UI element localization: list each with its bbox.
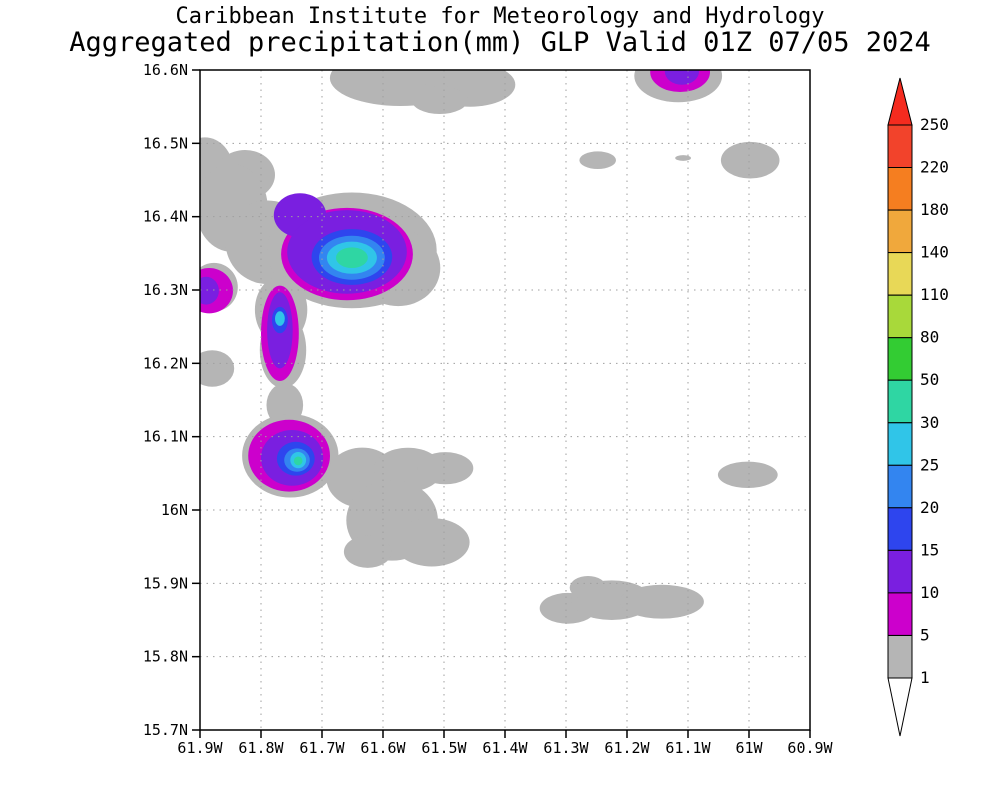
grid-lines-layer — [200, 70, 810, 730]
colorbar-segment — [887, 294, 913, 339]
colorbar-segment — [887, 464, 913, 509]
x-axis-tick-label: 61.5W — [421, 739, 467, 757]
x-axis-tick-label: 60.9W — [787, 739, 833, 757]
y-axis-tick-label: 15.9N — [143, 574, 188, 592]
contour-region-gray — [417, 452, 474, 485]
y-axis-tick-label: 16.2N — [143, 354, 188, 372]
colorbar-tick-label: 15 — [920, 540, 939, 559]
contour-region-teal — [293, 456, 303, 466]
colorbar-segment — [887, 252, 913, 296]
chart-main-title: Aggregated precipitation(mm) GLP Valid 0… — [69, 27, 931, 58]
y-axis-tick-label: 16.1N — [143, 428, 188, 446]
contour-region-cyan — [275, 311, 285, 326]
colorbar-arrow-up — [887, 77, 913, 126]
contour-region-violet — [200, 276, 219, 305]
colorbar-segment — [887, 549, 913, 594]
colorbar-tick-label: 10 — [920, 583, 939, 602]
colorbar-tick-label: 220 — [920, 158, 949, 177]
colorbar-tick-label: 5 — [920, 626, 930, 645]
contour-region-gray — [717, 461, 778, 488]
colorbar-segment — [887, 507, 913, 551]
axis-labels-layer: 61.9W 61.8W 61.7W 61.6W 61.5W 61.4W 61.3W 61.2W… — [143, 61, 834, 757]
colorbar-segment — [887, 635, 913, 679]
contour-region-gray — [579, 151, 616, 169]
x-axis-tick-label: 61.6W — [360, 739, 406, 757]
y-axis-tick-label: 16.4N — [143, 208, 188, 226]
colorbar-segment — [887, 379, 913, 424]
contour-region-gray — [675, 155, 691, 161]
y-axis-tick-label: 16.6N — [143, 61, 188, 79]
colorbar-tick-label: 50 — [920, 370, 939, 389]
colorbar-segment — [887, 337, 913, 381]
contour-region-gray — [394, 518, 470, 567]
contour-region-gray — [569, 576, 607, 600]
x-axis-tick-label: 61.2W — [604, 739, 650, 757]
x-axis-tick-label: 61.8W — [238, 739, 284, 757]
y-axis-tick-label: 15.8N — [143, 648, 188, 666]
colorbar-legend: 250 220 180 140 110 80 50 30 25 20 15 10 5 1 — [887, 77, 949, 737]
x-axis-tick-label: 61.7W — [299, 739, 345, 757]
colorbar-segment — [887, 167, 913, 211]
colorbar-tick-label: 1 — [920, 668, 930, 687]
y-axis-tick-label: 16N — [161, 501, 188, 519]
colorbar-segment — [887, 209, 913, 254]
contour-region-gray — [343, 535, 392, 568]
contour-region-gray — [619, 584, 704, 619]
colorbar-tick-label: 140 — [920, 243, 949, 262]
contour-region-gray — [411, 86, 468, 114]
colorbar-tick-label: 25 — [920, 455, 939, 474]
x-axis-tick-label: 61.1W — [665, 739, 711, 757]
x-axis-tick-label: 61.4W — [482, 739, 528, 757]
contour-region-violet — [664, 70, 699, 85]
colorbar-segment — [887, 422, 913, 466]
colorbar-tick-label: 80 — [920, 328, 939, 347]
x-axis-tick-label: 61W — [735, 739, 763, 757]
contour-region-gray — [200, 350, 235, 387]
precipitation-shading-layer — [200, 70, 780, 624]
colorbar-segment — [887, 124, 913, 168]
contour-region-gray — [720, 141, 780, 179]
contour-region-teal — [336, 247, 368, 268]
colorbar-tick-label: 250 — [920, 115, 949, 134]
colorbar-tick-label: 180 — [920, 200, 949, 219]
colorbar-arrow-down — [887, 677, 913, 737]
colorbar-tick-label: 30 — [920, 413, 939, 432]
colorbar-tick-label: 110 — [920, 285, 949, 304]
colorbar-tick-label: 20 — [920, 498, 939, 517]
colorbar-segment — [887, 592, 913, 636]
y-axis-tick-label: 16.5N — [143, 134, 188, 152]
y-axis-tick-label: 15.7N — [143, 721, 188, 739]
chart-institution-title: Caribbean Institute for Meteorology and … — [175, 4, 825, 29]
y-axis-tick-label: 16.3N — [143, 281, 188, 299]
x-axis-tick-label: 61.3W — [543, 739, 589, 757]
x-axis-tick-label: 61.9W — [177, 739, 223, 757]
